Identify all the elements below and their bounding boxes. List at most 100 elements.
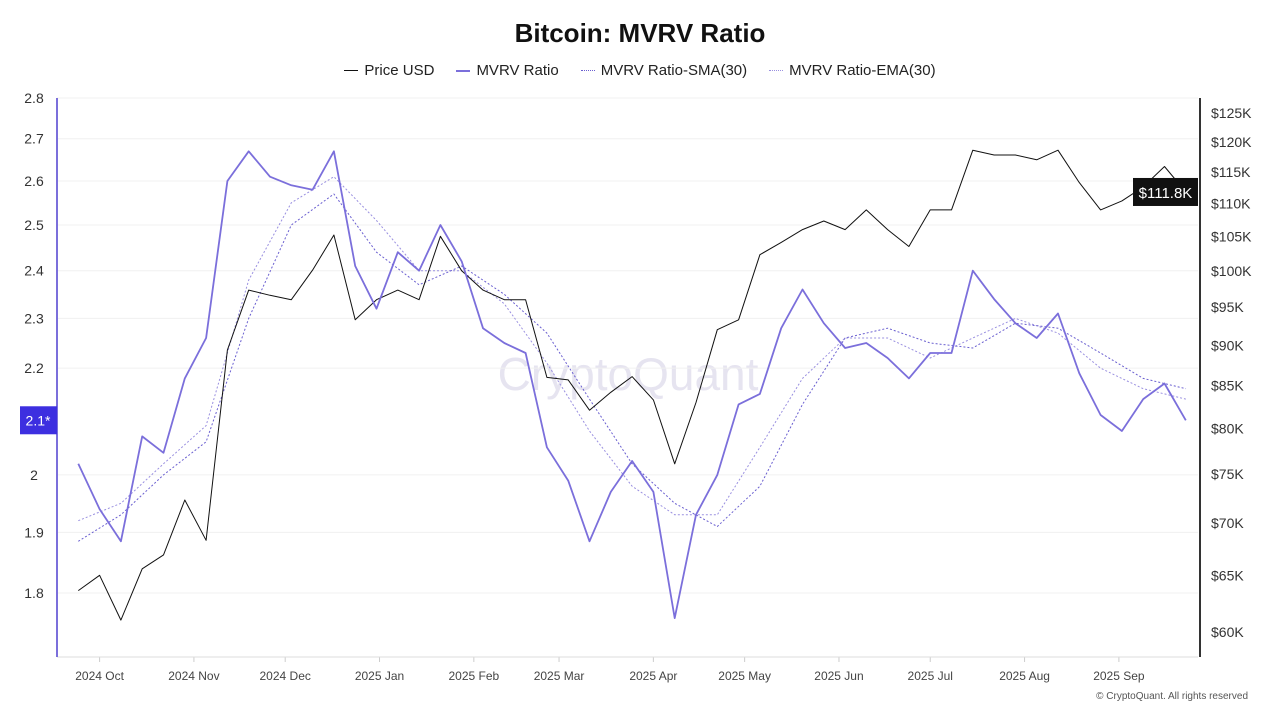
mvrv-ema30-point [376,220,377,221]
price-usd-point [972,150,973,151]
mvrv-ratio-point [759,393,760,394]
mvrv-ratio-point [568,480,569,481]
price-usd-point [120,620,121,621]
price-usd-point [908,246,909,247]
price-usd-point [568,379,569,380]
y-left-tick-label: 2.6 [24,173,44,189]
price-usd-point [781,242,782,243]
price-usd-point [674,463,675,464]
y-right-tick-label: $90K [1211,337,1244,353]
mvrv-sma30-point [78,541,79,542]
mvrv-ratio-point [1185,420,1186,421]
mvrv-sma30-point [930,342,931,343]
mvrv-ratio-point [866,342,867,343]
price-usd-point [355,319,356,320]
y-left-tick-label: 2.7 [24,131,44,147]
y-right-tick-label: $65K [1211,567,1244,583]
y-right-tick-label: $70K [1211,515,1244,531]
mvrv-ratio-point [610,491,611,492]
legend-item-price[interactable]: Price USD [344,62,434,79]
mvrv-sma30-point [631,463,632,464]
x-tick-label: 2024 Oct [75,669,124,683]
mvrv-ema30-point [291,202,292,203]
mvrv-ratio-line [77,150,1187,619]
mvrv-ema30-point [589,430,590,431]
mvrv-ratio-point [908,378,909,379]
mvrv-sma30-point [844,337,845,338]
mvrv-ratio-point [248,151,249,152]
mvrv-ema30-point [504,303,505,304]
price-usd-point [376,299,377,300]
mvrv-ratio-point [504,342,505,343]
mvrv-ratio-point [418,270,419,271]
price-usd-point [930,209,931,210]
legend-item-mvrv[interactable]: MVRV Ratio [456,62,559,79]
price-usd-point [653,399,654,400]
x-tick-label: 2025 Aug [999,669,1050,683]
mvrv-ratio-point [355,265,356,266]
y-right-tick-label: $60K [1211,624,1244,640]
y-left-tick-label: 2.3 [24,310,44,326]
price-usd-point [610,392,611,393]
copyright: © CryptoQuant. All rights reserved [1096,691,1248,702]
x-tick-label: 2025 Feb [448,669,499,683]
mvrv-ratio-point [269,176,270,177]
mvrv-sma30-point [248,318,249,319]
price-usd-line [78,149,1187,621]
mvrv-ratio-point [376,308,377,309]
mvrv-sma30-point [418,284,419,285]
mvrv-sma30-point [504,294,505,295]
mvrv-ema30-point [1143,388,1144,389]
y-right-tick-label: $80K [1211,421,1244,437]
mvrv-ema30-point [930,357,931,358]
current-price-label: $111.8K [1139,185,1193,202]
y-right-tick-label: $110K [1211,195,1251,211]
legend-item-ema[interactable]: MVRV Ratio-EMA(30) [769,62,936,79]
y-right-tick-label: $125K [1211,105,1252,121]
mvrv-ratio-point [930,352,931,353]
price-usd-point [525,299,526,300]
mvrv-ratio-point [781,328,782,329]
mvrv-ratio-point [738,404,739,405]
mvrv-ratio-point [163,452,164,453]
mvrv-ratio-point [1015,323,1016,324]
price-usd-point [1100,209,1101,210]
price-usd-point [269,295,270,296]
legend-item-sma[interactable]: MVRV Ratio-SMA(30) [580,62,747,79]
price-usd-point [823,220,824,221]
price-usd-point [1121,200,1122,201]
y-left-tick-label: 2.8 [24,90,44,106]
current-price-badge [1133,177,1198,206]
price-usd-point [1164,166,1165,167]
mvrv-ratio-point [1121,430,1122,431]
mvrv-sma30-point [802,404,803,405]
mvrv-ratio-point [951,352,952,353]
mvrv-ratio-point [78,463,79,464]
x-tick-label: 2024 Dec [260,669,311,683]
price-usd-point [461,270,462,271]
price-usd-point [99,575,100,576]
mvrv-sma30-point [674,503,675,504]
legend-label: MVRV Ratio-EMA(30) [789,62,936,79]
price-usd-point [184,499,185,500]
x-tick-label: 2025 May [718,669,771,683]
legend-swatch [769,70,784,71]
mvrv-sma30-point [546,332,547,333]
mvrv-ema30-point [759,447,760,448]
mvrv-sma30-point [1057,328,1058,329]
mvrv-ratio-point [695,514,696,515]
mvrv-sma30-point [291,224,292,225]
mvrv-sma30-point [333,193,334,194]
mvrv-ratio-point [1057,313,1058,314]
price-usd-point [589,410,590,411]
mvrv-sma30-point [717,526,718,527]
y-left-tick-label: 2 [30,467,38,483]
y-right-tick-label: $85K [1211,378,1244,394]
mvrv-ratio-point [333,151,334,152]
price-usd-point [142,568,143,569]
legend-label: Price USD [364,62,435,79]
mvrv-ratio-point [461,261,462,262]
mvrv-ema30-point [248,279,249,280]
